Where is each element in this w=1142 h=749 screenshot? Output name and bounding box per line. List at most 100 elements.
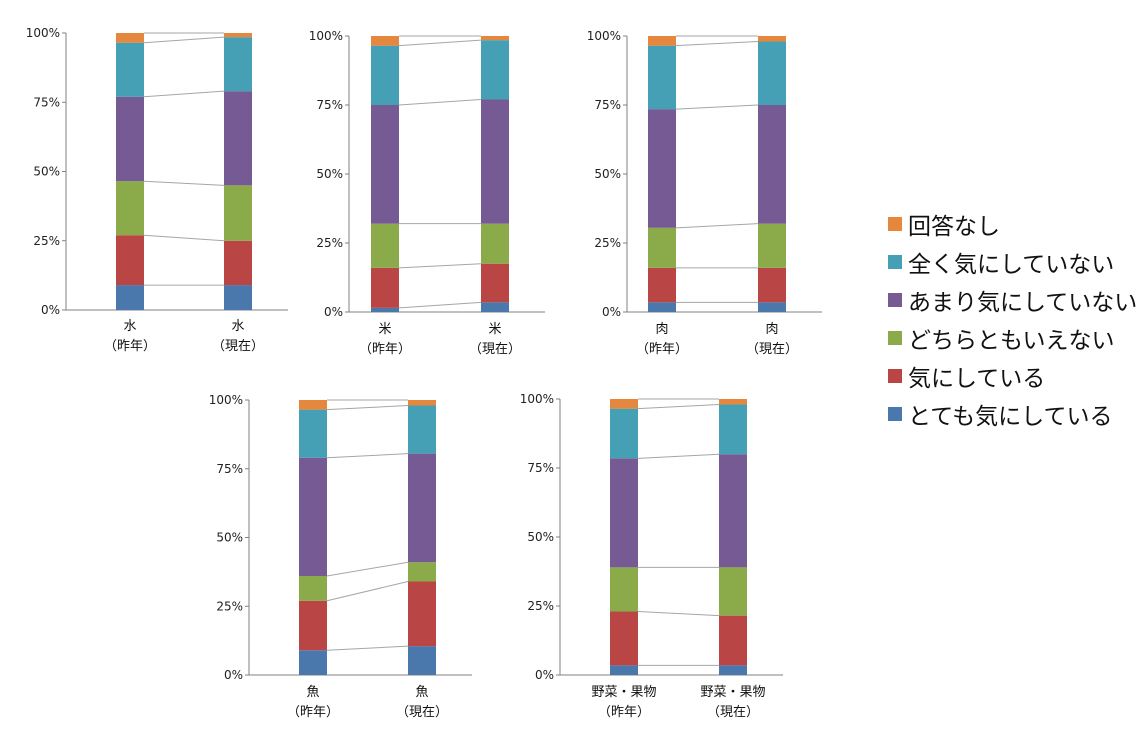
bar-segment-not-at-all [610, 408, 638, 459]
bar-segment-not-much [610, 458, 638, 568]
category-label: 肉 [765, 322, 778, 337]
bar-segment-none [371, 36, 399, 46]
bar-segment-not-at-all [481, 40, 509, 100]
bar-segment-very [408, 646, 436, 675]
category-label: （昨年） [104, 339, 156, 354]
bar-segment-none [299, 400, 327, 410]
bar-segment-very [648, 302, 676, 312]
category-label: 水 [123, 319, 136, 334]
series-connector-line [675, 104, 759, 110]
bar-segment-neutral [299, 576, 327, 601]
bar-segment-neutral [481, 223, 509, 264]
category-label: （現在） [746, 342, 798, 357]
category-label: 野菜・果物 [591, 685, 656, 700]
bar-segment-not-much [299, 457, 327, 576]
series-connector-line [326, 645, 409, 651]
bar-segment-none [116, 33, 144, 43]
chart-panel-4: 0% 25% 50% 75% 100% 魚 （昨年） 魚 （現在） [209, 393, 472, 720]
bar-segment-not-at-all [648, 45, 676, 110]
bar-segment-neutral [116, 181, 144, 236]
series-connector-line [398, 301, 482, 309]
bar-segment-not-much [408, 453, 436, 563]
y-tick-label: 0% [602, 305, 621, 319]
bar-segment-not-much [371, 105, 399, 224]
legend-swatch [888, 217, 902, 231]
category-label: （現在） [212, 339, 264, 354]
bar-segment-very [224, 285, 252, 310]
bar-segment-not-much [719, 454, 747, 568]
bar-segment-very [719, 665, 747, 675]
y-tick-label: 100% [309, 29, 343, 43]
legend-item: 全く気にしていない [888, 243, 1137, 281]
category-label: 米 [378, 322, 391, 337]
bar-segment-somewhat [224, 240, 252, 286]
y-tick-label: 75% [316, 98, 343, 112]
bar-segment-not-at-all [371, 45, 399, 105]
legend-label: とても気にしている [908, 404, 1113, 430]
legend-swatch [888, 369, 902, 383]
legend-item: とても気にしている [888, 395, 1137, 433]
y-tick-label: 100% [520, 392, 554, 406]
y-tick-label: 0% [41, 303, 60, 317]
y-tick-label: 0% [224, 668, 243, 682]
series-connector-line [637, 611, 720, 617]
y-tick-label: 25% [216, 599, 243, 613]
series-connector-line [143, 90, 225, 98]
category-label: 野菜・果物 [700, 685, 765, 700]
chart-panel-3: 0% 25% 50% 75% 100% 肉 （昨年） 肉 （現在） [587, 29, 822, 357]
y-tick-label: 25% [33, 234, 60, 248]
bar-segment-not-at-all [408, 405, 436, 454]
bar-segment-neutral [648, 227, 676, 268]
series-connector-line [326, 453, 409, 459]
bar-segment-somewhat [116, 235, 144, 286]
y-tick-label: 75% [594, 98, 621, 112]
y-tick-label: 0% [324, 305, 343, 319]
legend-label: あまり気にしていない [908, 290, 1138, 316]
bar-segment-none [408, 400, 436, 406]
series-connector-line [398, 98, 482, 106]
y-tick-label: 75% [216, 462, 243, 476]
bar-segment-somewhat [299, 600, 327, 651]
bar-segment-somewhat [408, 581, 436, 647]
category-label: （現在） [396, 705, 448, 720]
category-label: （昨年） [287, 705, 339, 720]
bar-segment-not-much [758, 105, 786, 224]
bar-segment-very [758, 302, 786, 312]
chart-panel-5: 0% 25% 50% 75% 100% 野菜・果物 （昨年） 野菜・果物 （現在） [520, 392, 783, 720]
bar-segment-neutral [224, 185, 252, 241]
legend-swatch [888, 331, 902, 345]
legend-swatch [888, 293, 902, 307]
series-connector-line [398, 39, 482, 47]
series-connector-line [675, 41, 759, 47]
bar-segment-not-at-all [299, 409, 327, 458]
legend-label: 全く気にしていない [908, 252, 1115, 278]
bar-segment-none [719, 399, 747, 405]
bar-segment-neutral [719, 567, 747, 616]
series-connector-line [143, 180, 225, 186]
legend-item: どちらともいえない [888, 319, 1137, 357]
bar-segment-neutral [758, 223, 786, 268]
bar-segment-somewhat [481, 263, 509, 303]
bar-segment-somewhat [371, 267, 399, 308]
series-connector-line [326, 405, 409, 411]
bar-segment-very [610, 665, 638, 675]
bar-segment-somewhat [719, 615, 747, 666]
bar-segment-very [116, 285, 144, 310]
legend-label: どちらともいえない [908, 328, 1115, 354]
chart-panel-2: 0% 25% 50% 75% 100% 米 （昨年） 米 （現在） [309, 29, 545, 357]
y-tick-label: 50% [527, 530, 554, 544]
series-connector-line [143, 36, 225, 44]
category-label: 米 [488, 322, 501, 337]
category-label: 水 [231, 319, 244, 334]
legend: 回答なし 全く気にしていない あまり気にしていない どちらともいえない 気にしている とて… [888, 205, 1137, 433]
series-connector-line [675, 223, 759, 229]
chart-panel-1: 0% 25% 50% 75% 100% 水 （昨年） 水 （現在） [26, 26, 288, 354]
y-tick-label: 25% [316, 236, 343, 250]
bar-segment-neutral [371, 223, 399, 268]
bar-segment-very [299, 650, 327, 675]
y-tick-label: 100% [587, 29, 621, 43]
y-tick-label: 0% [535, 668, 554, 682]
bar-segment-not-much [224, 91, 252, 186]
category-label: 肉 [655, 322, 668, 337]
bar-segment-none [610, 399, 638, 409]
